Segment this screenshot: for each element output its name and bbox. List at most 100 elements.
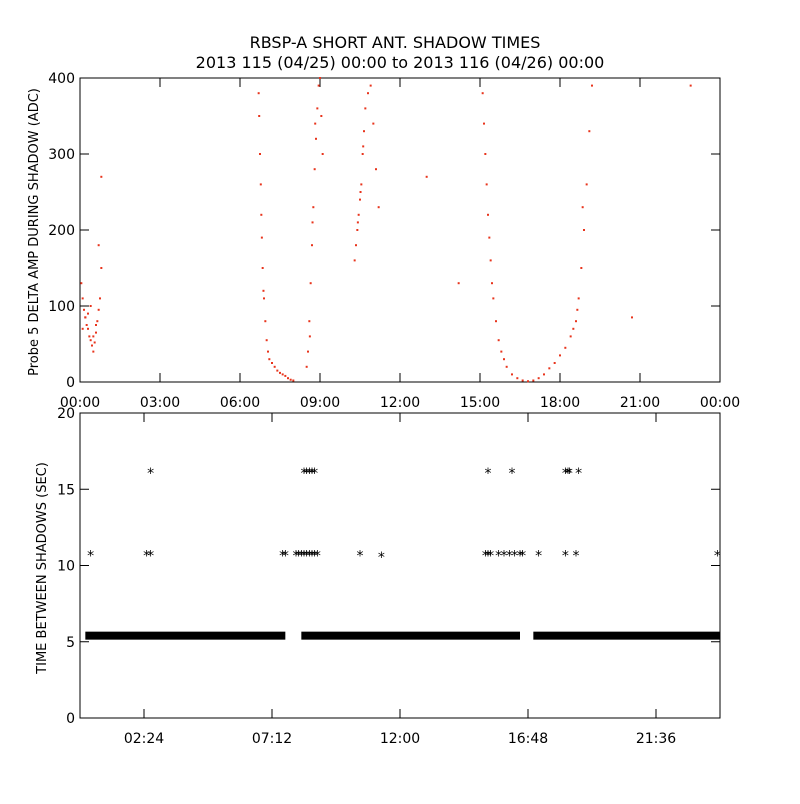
data-point: [516, 377, 519, 380]
data-point: [369, 84, 372, 87]
data-point: [92, 335, 95, 338]
data-point: [359, 198, 361, 201]
data-point: [87, 312, 89, 315]
data-point: [308, 335, 311, 338]
data-point: *: [357, 548, 364, 564]
data-point: [271, 362, 273, 364]
data-point: *: [293, 548, 300, 564]
data-point: [483, 122, 485, 125]
data-point: *: [485, 548, 492, 564]
data-point: [364, 107, 367, 110]
data-point: [81, 297, 84, 300]
data-point: *: [143, 548, 150, 564]
x-tick-label-bottom: 16:48: [508, 731, 548, 747]
data-point: [359, 191, 362, 193]
data-point: [89, 339, 92, 342]
data-point: *: [562, 548, 569, 564]
data-point: *: [87, 548, 94, 564]
data-point: [372, 122, 375, 125]
data-point: [315, 137, 317, 140]
data-point: [321, 153, 324, 155]
data-point: [88, 335, 91, 338]
data-point: [689, 84, 692, 87]
data-point: [261, 267, 264, 269]
data-point: [80, 282, 83, 285]
data-point: [485, 183, 488, 186]
data-point: [95, 324, 97, 326]
data-point: [487, 213, 489, 216]
data-point: [631, 316, 633, 319]
data-point: *: [314, 548, 321, 564]
y-tick-label-top: 400: [48, 71, 75, 87]
data-point: *: [306, 466, 313, 482]
data-point: [548, 367, 551, 370]
panel-top-amplitude: 00:00 03:00 06:00 09:00 12:00 15:00 18:00 21:00…: [48, 71, 740, 411]
data-point: [505, 365, 508, 368]
data-point: [491, 282, 493, 285]
data-point: *: [506, 548, 513, 564]
data-point: [96, 320, 99, 323]
y-tick-label-bottom: 5: [66, 635, 75, 651]
data-point: *: [301, 548, 308, 564]
data-point: [527, 380, 529, 383]
data-point: [425, 175, 428, 178]
data-point: [489, 259, 492, 262]
data-point: *: [301, 466, 308, 482]
data-point: *: [282, 548, 289, 564]
data-point: [503, 358, 505, 361]
data-point: [81, 327, 84, 330]
data-point: [521, 379, 524, 382]
data-point: [312, 206, 315, 209]
x-tick-label-top: 09:00: [300, 395, 340, 411]
data-point: *: [487, 548, 494, 564]
data-point: [97, 308, 100, 311]
data-point: *: [511, 548, 518, 564]
y-axis-label-bottom: TIME BETWEEN SHADOWS (SEC): [35, 462, 50, 675]
data-point: [360, 183, 363, 186]
data-point: [500, 350, 503, 353]
data-point: [484, 153, 487, 155]
y-tick-label-bottom: 15: [57, 482, 75, 498]
data-point: [91, 344, 93, 347]
data-point: [281, 373, 284, 376]
data-point: [580, 267, 583, 269]
data-point: [564, 346, 567, 349]
data-point: [292, 379, 295, 382]
data-point: *: [378, 550, 385, 566]
data-point: [83, 308, 85, 311]
data-point: [495, 320, 497, 323]
data-point: [585, 183, 588, 186]
data-point: *: [535, 548, 542, 564]
data-point: [259, 183, 262, 186]
baseline-band: [301, 631, 520, 640]
data-point: [97, 244, 100, 247]
data-point: [84, 316, 87, 319]
data-point: [311, 221, 314, 224]
data-point: [577, 297, 580, 300]
data-point: [87, 327, 89, 330]
data-point: *: [309, 548, 316, 564]
data-point: [532, 379, 535, 382]
data-point: [488, 236, 491, 239]
data-point: *: [306, 548, 313, 564]
data-point: [576, 308, 579, 311]
plot-frame-top: [79, 77, 721, 383]
data-point: *: [147, 548, 154, 564]
data-point: [559, 354, 561, 357]
x-tick-label-bottom: 21:36: [636, 731, 676, 747]
data-point: [511, 373, 513, 376]
data-point: [591, 84, 593, 87]
data-point: [279, 371, 281, 374]
y-tick-label-top: 0: [66, 375, 75, 391]
y-tick-label-top: 200: [48, 223, 75, 239]
chart-subtitle: 2013 115 (04/25) 00:00 to 2013 116 (04/2…: [196, 53, 605, 72]
data-point: [583, 229, 585, 231]
y-tick-label-top: 300: [48, 147, 75, 163]
data-point: [99, 297, 101, 300]
x-tick-label-top: 21:00: [620, 395, 660, 411]
data-point: [267, 350, 269, 353]
data-point: [273, 365, 276, 368]
data-point: [311, 244, 313, 247]
data-point: [313, 168, 316, 171]
